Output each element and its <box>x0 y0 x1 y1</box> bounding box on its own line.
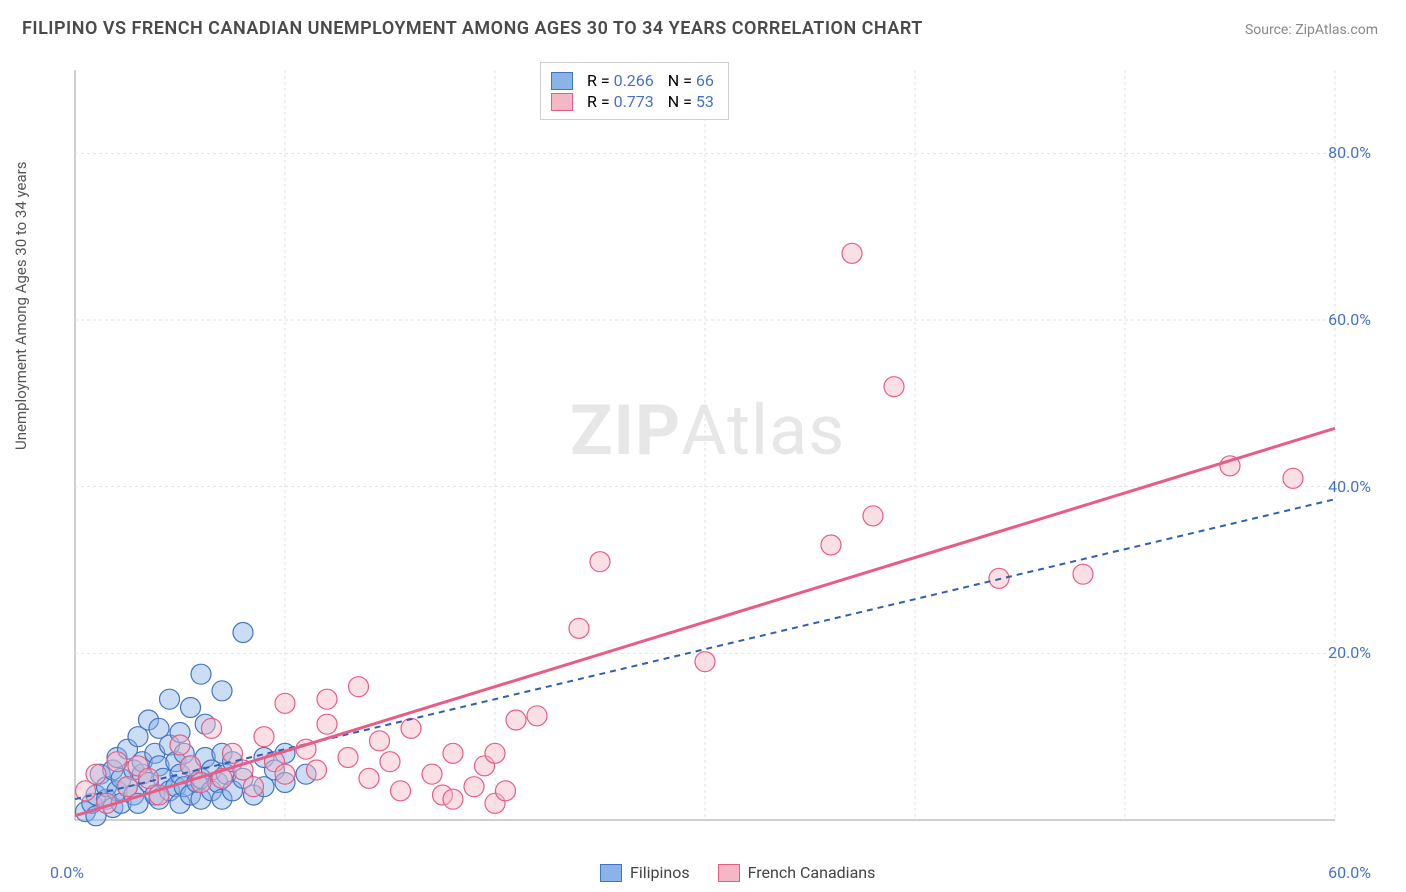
y-tick-label: 40.0% <box>1328 477 1371 496</box>
legend-swatch-icon <box>718 864 740 882</box>
legend-item: Filipinos <box>600 863 690 882</box>
y-tick-label: 60.0% <box>1328 310 1371 329</box>
chart-title: FILIPINO VS FRENCH CANADIAN UNEMPLOYMENT… <box>22 18 923 39</box>
stats-r-label: R = 0.773 <box>587 92 654 111</box>
stats-row: R = 0.773 N = 53 <box>551 92 714 111</box>
bottom-legend: Filipinos French Canadians <box>600 863 875 882</box>
stats-swatch-icon <box>551 72 573 90</box>
chart-container: FILIPINO VS FRENCH CANADIAN UNEMPLOYMENT… <box>0 0 1406 892</box>
y-tick-label: 80.0% <box>1328 143 1371 162</box>
legend-swatch-icon <box>600 864 622 882</box>
legend-item: French Canadians <box>718 863 876 882</box>
stats-row: R = 0.266 N = 66 <box>551 71 714 90</box>
stats-n-label: N = 53 <box>668 92 714 111</box>
stats-swatch-icon <box>551 93 573 111</box>
y-tick-label: 20.0% <box>1328 643 1371 662</box>
stats-legend-box: R = 0.266 N = 66 R = 0.773 N = 53 <box>540 62 729 120</box>
legend-label: Filipinos <box>630 863 690 882</box>
y-axis-label: Unemployment Among Ages 30 to 34 years <box>12 162 30 450</box>
stats-n-label: N = 66 <box>668 71 714 90</box>
source-label: Source: ZipAtlas.com <box>1245 22 1378 38</box>
x-tick-label: 0.0% <box>50 863 84 882</box>
plot-area <box>55 60 1375 840</box>
legend-label: French Canadians <box>748 863 876 882</box>
stats-r-label: R = 0.266 <box>587 71 654 90</box>
scatter-plot-svg <box>55 60 1375 840</box>
x-tick-label: 60.0% <box>1328 863 1371 882</box>
